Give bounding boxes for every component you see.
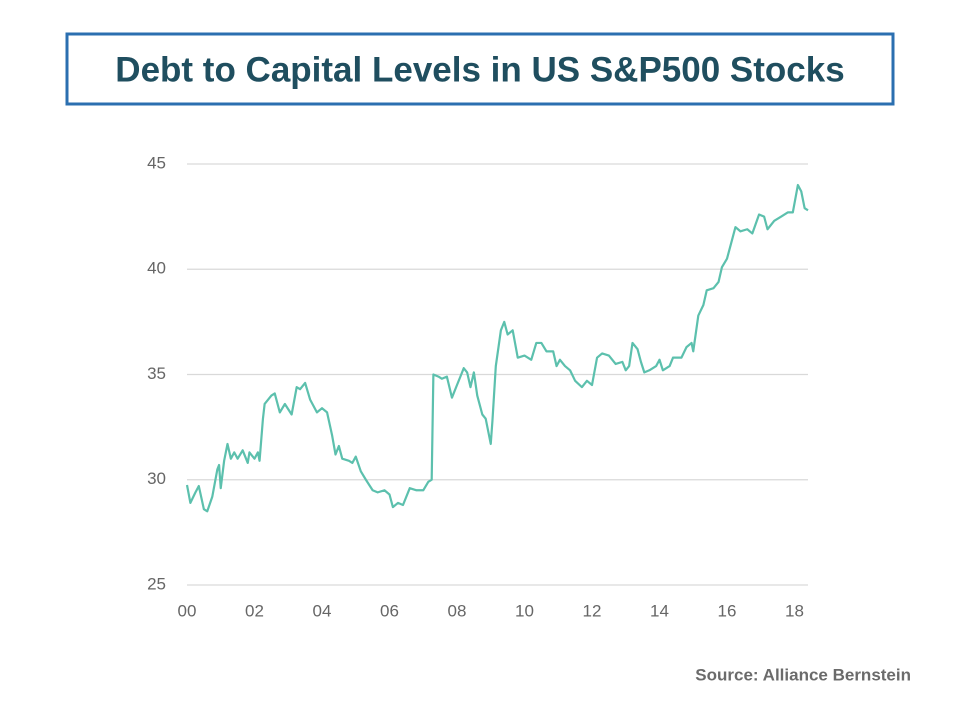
x-tick-label: 12 [583, 601, 602, 620]
data-line [185, 183, 809, 513]
y-tick-label: 45 [147, 153, 166, 172]
x-tick-label: 16 [718, 601, 737, 620]
chart-title: Debt to Capital Levels in US S&P500 Stoc… [115, 50, 844, 89]
title-box [65, 32, 895, 106]
x-tick-label: 02 [245, 601, 264, 620]
x-tick-label: 04 [313, 601, 332, 620]
y-tick-label: 25 [147, 574, 166, 593]
x-tick-label: 14 [650, 601, 669, 620]
source-note: Source: Alliance Bernstein [695, 665, 911, 684]
x-tick-label: 10 [515, 601, 534, 620]
x-tick-label: 08 [448, 601, 467, 620]
y-tick-label: 35 [147, 364, 166, 383]
y-tick-label: 40 [147, 259, 166, 278]
x-tick-label: 06 [380, 601, 399, 620]
x-tick-label: 18 [785, 601, 804, 620]
y-tick-label: 30 [147, 469, 166, 488]
x-tick-label: 00 [178, 601, 197, 620]
